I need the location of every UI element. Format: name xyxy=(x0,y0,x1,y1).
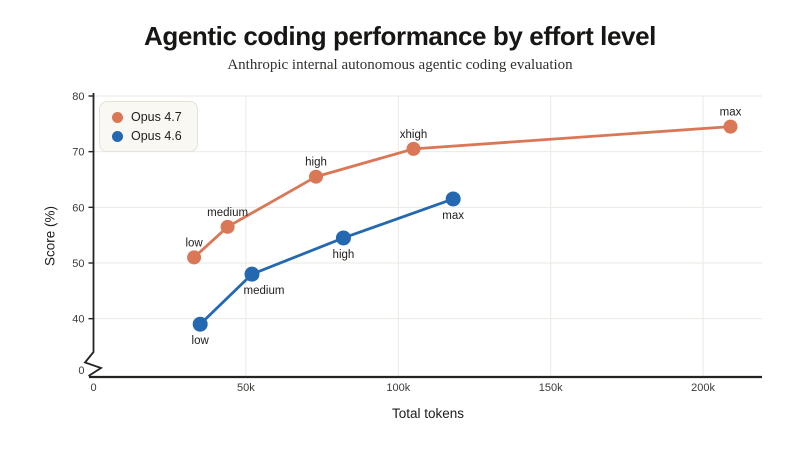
point-opus-4-6-high xyxy=(335,230,351,246)
x-tick-label: 0 xyxy=(90,382,96,394)
y-tick-label: 60 xyxy=(72,202,84,214)
x-tick-label: 150k xyxy=(539,382,563,394)
x-tick-label: 200k xyxy=(691,382,715,394)
legend-item-opus-4-6: Opus 4.6 xyxy=(112,129,182,143)
y-axis-label: Score (%) xyxy=(42,205,58,267)
chart-title: Agentic coding performance by effort lev… xyxy=(144,21,656,51)
chart-subtitle: Anthropic internal autonomous agentic co… xyxy=(227,57,573,73)
legend-label: Opus 4.6 xyxy=(131,129,182,143)
point-opus-4-7-low xyxy=(187,250,202,265)
point-opus-4-6-max xyxy=(445,191,461,207)
x-tick-label: 100k xyxy=(386,382,410,394)
point-label-opus-4-7-xhigh: xhigh xyxy=(400,129,428,141)
legend: Opus 4.7 Opus 4.6 xyxy=(99,101,198,152)
point-label-opus-4-7-medium: medium xyxy=(207,207,248,219)
y-tick-label: 50 xyxy=(72,258,84,270)
point-opus-4-6-medium xyxy=(244,266,260,282)
point-label-opus-4-7-low: low xyxy=(185,237,203,249)
x-axis-label: Total tokens xyxy=(391,406,465,421)
point-label-opus-4-6-low: low xyxy=(192,335,210,347)
y-tick-label: 70 xyxy=(72,147,84,159)
point-opus-4-7-xhigh xyxy=(406,141,421,156)
point-label-opus-4-6-medium: medium xyxy=(244,285,285,297)
series-line-opus-4-6 xyxy=(198,197,455,326)
legend-dot-icon xyxy=(112,130,123,142)
y-tick-label: 80 xyxy=(72,91,84,103)
series-line-opus-4-7 xyxy=(192,125,732,259)
chart-header: Agentic coding performance by effort lev… xyxy=(0,20,800,74)
y-tick-label: 40 xyxy=(72,314,84,326)
y-axis-line xyxy=(83,93,104,377)
legend-dot-icon xyxy=(112,111,123,123)
legend-item-opus-4-7: Opus 4.7 xyxy=(112,110,182,124)
legend-label: Opus 4.7 xyxy=(131,110,182,124)
point-opus-4-6-low xyxy=(192,316,208,332)
point-opus-4-7-max xyxy=(723,119,738,134)
x-tick-label: 50k xyxy=(237,382,255,394)
point-opus-4-7-medium xyxy=(220,219,235,234)
point-label-opus-4-6-max: max xyxy=(442,210,464,222)
point-label-opus-4-6-high: high xyxy=(333,249,355,261)
point-label-opus-4-7-max: max xyxy=(720,107,742,119)
y-zero-label: 0 xyxy=(78,365,84,377)
point-opus-4-7-high xyxy=(309,169,324,184)
point-label-opus-4-7-high: high xyxy=(305,157,327,169)
